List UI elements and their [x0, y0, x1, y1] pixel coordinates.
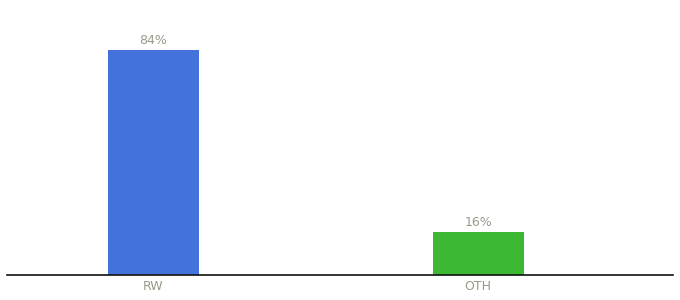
Text: 84%: 84% [139, 34, 167, 46]
Text: 16%: 16% [464, 216, 492, 229]
Bar [432, 232, 524, 275]
Bar [107, 50, 199, 275]
